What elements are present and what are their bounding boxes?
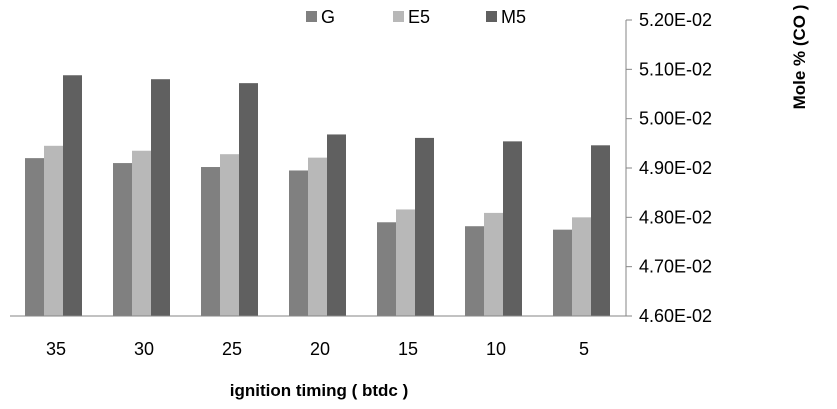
y-tick-label: 5.20E-02: [639, 10, 712, 30]
bar-m5-30: [151, 79, 170, 316]
legend-swatch-g: [306, 11, 317, 22]
bar-m5-20: [327, 134, 346, 316]
x-tick-label: 20: [310, 339, 330, 359]
x-tick-label: 10: [486, 339, 506, 359]
bar-e5-30: [132, 150, 151, 316]
bar-g-5: [553, 229, 572, 316]
x-tick-label: 30: [134, 339, 154, 359]
x-axis-title: ignition timing ( btdc ): [230, 381, 408, 400]
x-tick-label: 35: [46, 339, 66, 359]
bar-e5-15: [396, 209, 415, 316]
bar-m5-15: [415, 137, 434, 316]
legend-swatch-e5: [393, 11, 404, 22]
bar-m5-25: [239, 83, 258, 316]
bar-e5-10: [484, 212, 503, 316]
y-tick-label: 5.10E-02: [639, 59, 712, 79]
x-tick-label: 25: [222, 339, 242, 359]
y-ticks-layer: 4.60E-02 4.70E-02 4.80E-02 4.90E-02 5.00E-02…: [626, 10, 712, 326]
legend-swatch-m5: [486, 11, 497, 22]
bar-g-25: [201, 167, 220, 316]
legend-label-e5: E5: [408, 7, 430, 27]
y-tick-label: 4.80E-02: [639, 207, 712, 227]
legend: G E5 M5: [306, 7, 526, 27]
bar-g-10: [465, 226, 484, 316]
y-tick-label: 4.90E-02: [639, 158, 712, 178]
bar-g-30: [113, 163, 132, 316]
bar-e5-5: [572, 217, 591, 316]
y-tick-label: 4.70E-02: [639, 257, 712, 277]
bar-g-15: [377, 222, 396, 316]
legend-label-g: G: [321, 7, 335, 27]
y-tick-label: 5.00E-02: [639, 109, 712, 129]
y-axis-title: Mole % (CO ): [790, 5, 809, 110]
x-tick-labels-layer: 35 30 25 20 15 10 5: [46, 339, 589, 359]
bar-m5-5: [591, 145, 610, 316]
bar-g-20: [289, 170, 308, 316]
legend-label-m5: M5: [501, 7, 526, 27]
x-tick-label: 5: [579, 339, 589, 359]
y-tick-label: 4.60E-02: [639, 306, 712, 326]
bars-layer: [25, 75, 610, 317]
bar-e5-20: [308, 157, 327, 316]
x-tick-label: 15: [398, 339, 418, 359]
bar-m5-35: [63, 75, 82, 317]
bar-m5-10: [503, 141, 522, 316]
bar-e5-25: [220, 154, 239, 316]
bar-g-35: [25, 158, 44, 316]
bar-e5-35: [44, 145, 63, 316]
